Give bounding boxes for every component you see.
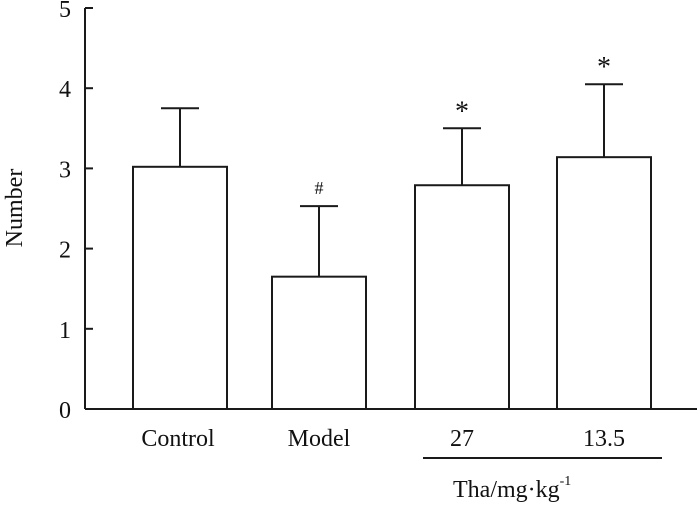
y-tick-label: 5 (59, 0, 71, 23)
y-axis-label: Number (2, 169, 28, 248)
x-tick-label: 27 (450, 426, 474, 452)
bar (132, 165, 228, 410)
y-tick-label: 2 (59, 238, 71, 264)
y-tick-label: 4 (59, 77, 71, 103)
x-tick-label: Control (141, 426, 215, 452)
significance-mark: # (315, 178, 324, 198)
bar (414, 184, 510, 410)
x-tick-label: 13.5 (583, 426, 625, 452)
y-tick-label: 0 (59, 398, 71, 424)
x-axis-tick-labels: Control Model 27 13.5 (141, 426, 625, 452)
significance-mark: * (455, 96, 469, 127)
bar (271, 275, 367, 411)
y-axis-ticks: 0 1 2 3 4 5 (59, 0, 93, 424)
bar (556, 156, 652, 410)
group-label: Tha/mg·kg-1 (453, 474, 571, 503)
bars: # * * (132, 52, 652, 411)
y-tick-label: 3 (59, 157, 71, 183)
significance-mark: * (597, 52, 611, 83)
y-tick-label: 1 (59, 318, 71, 344)
x-tick-label: Model (288, 426, 351, 452)
